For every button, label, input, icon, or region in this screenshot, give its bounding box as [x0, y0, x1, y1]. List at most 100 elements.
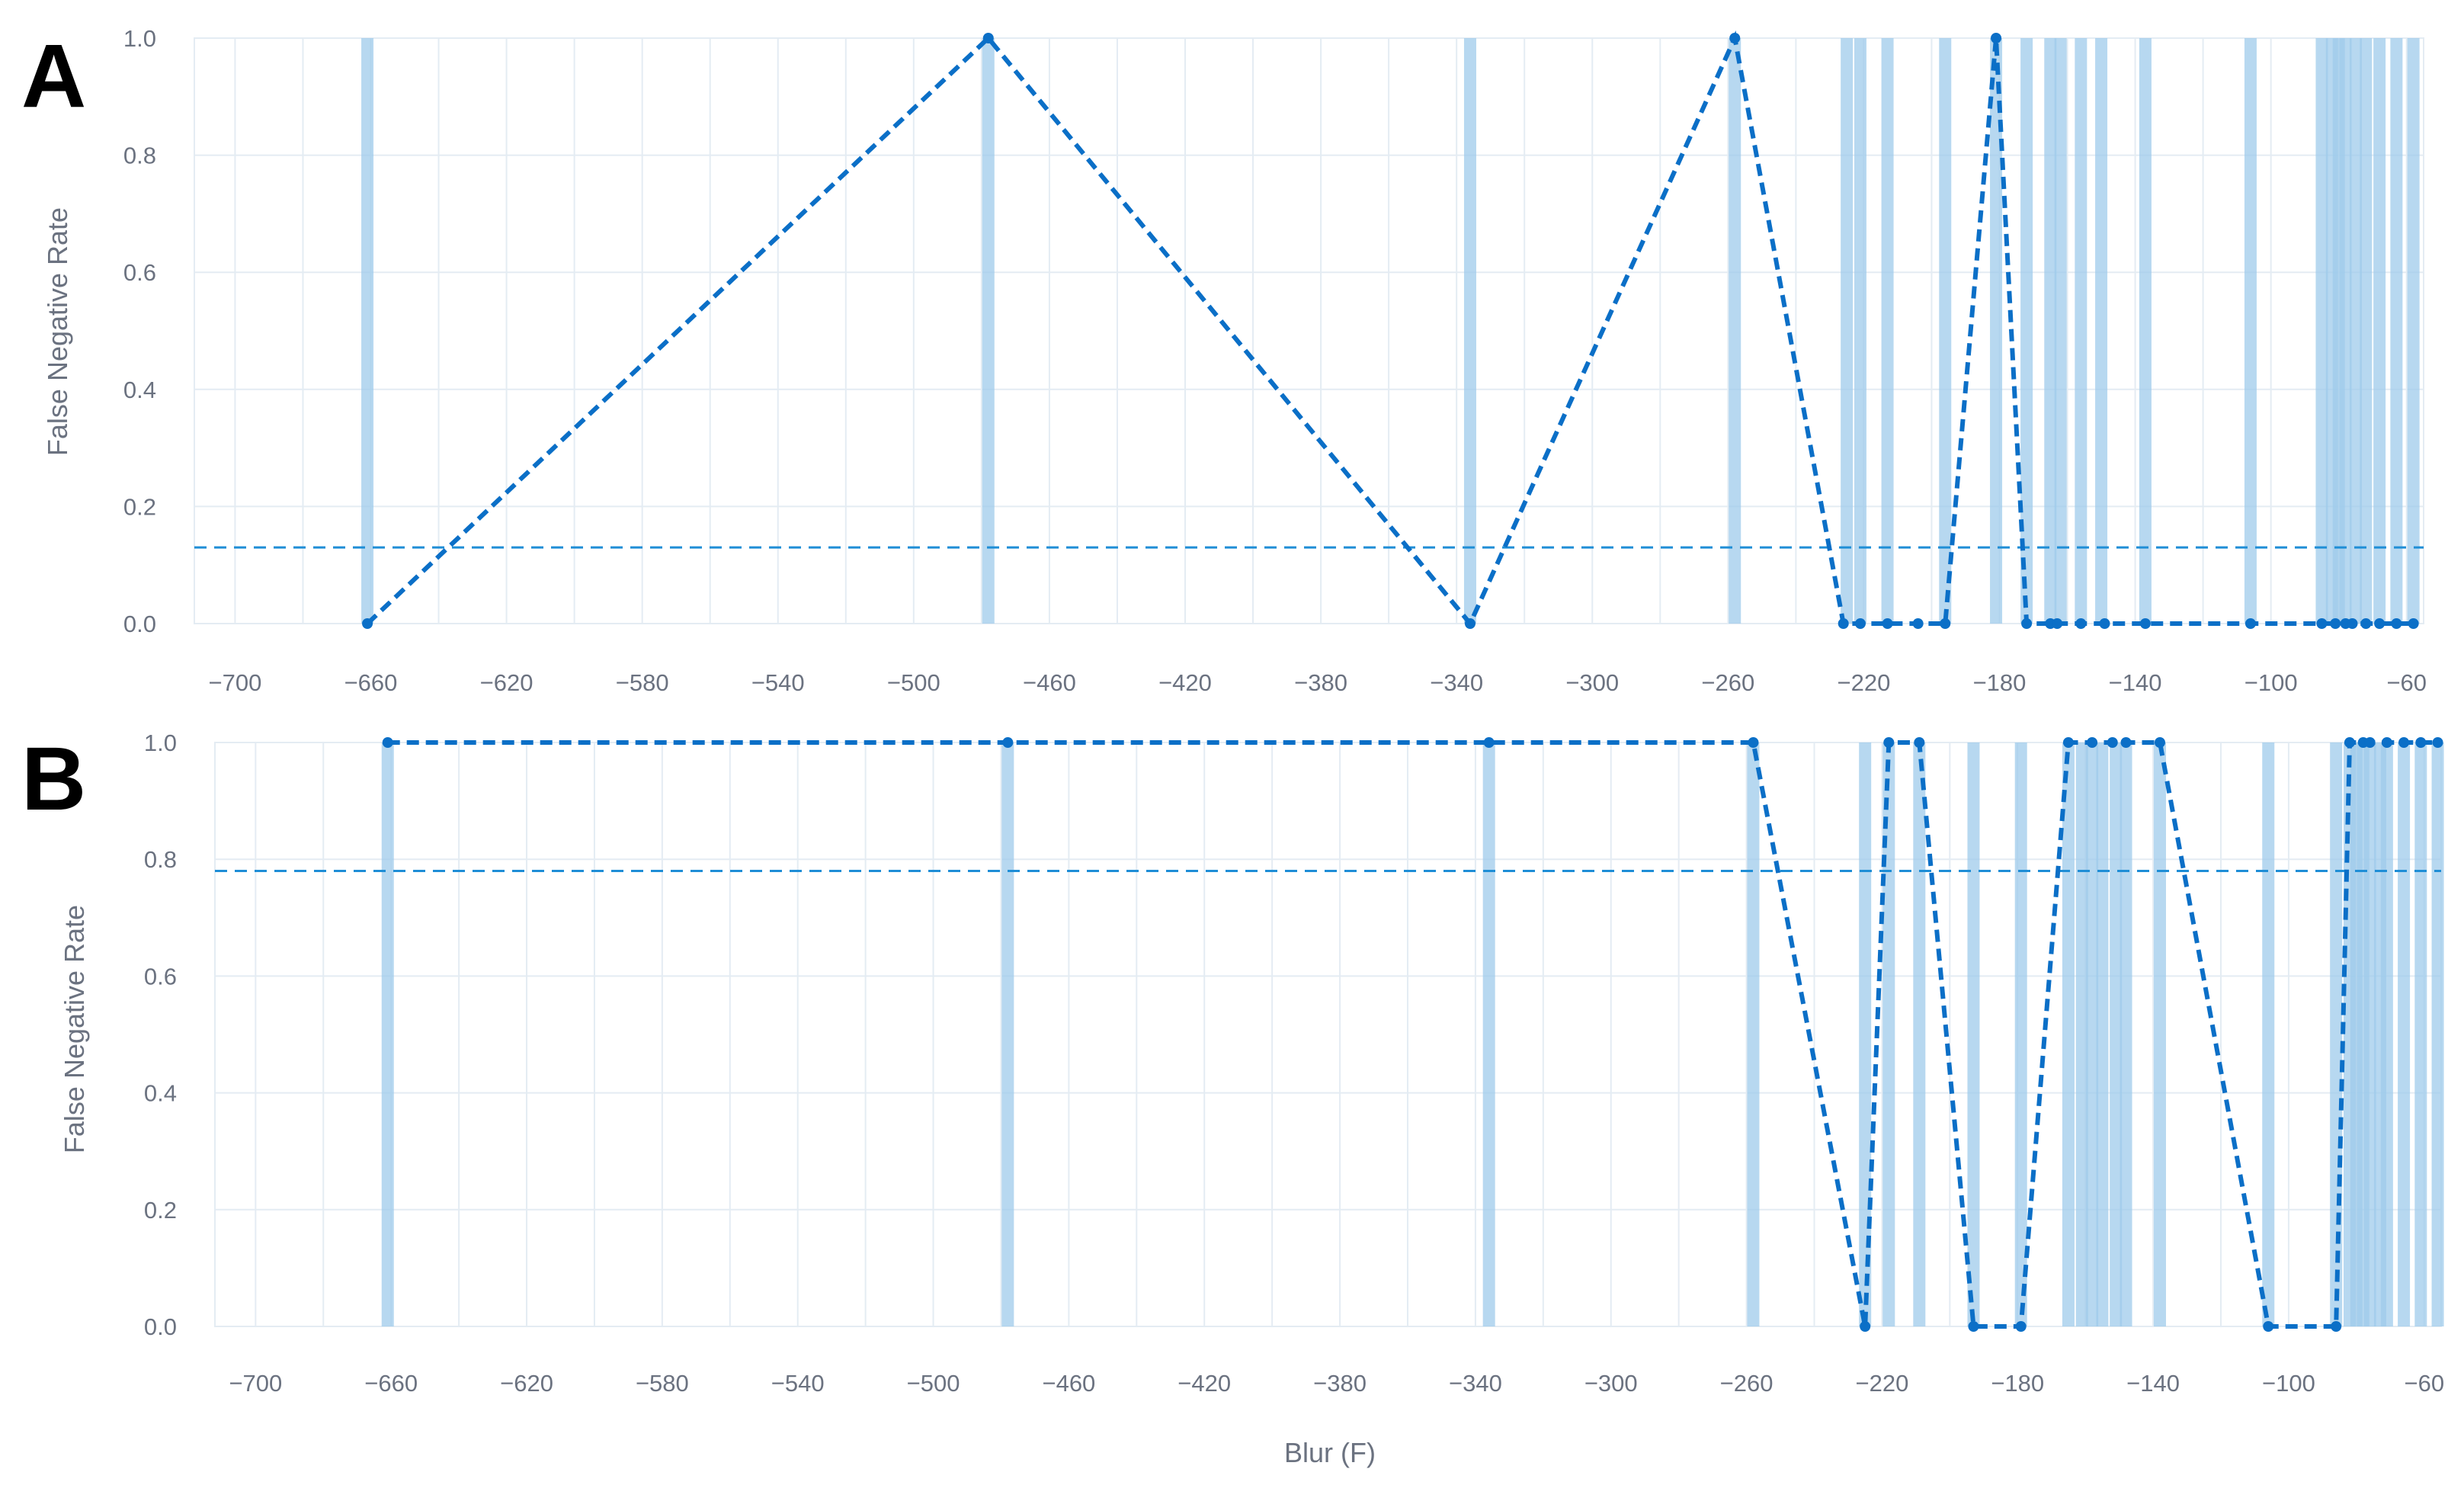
- data-point: [2107, 737, 2118, 748]
- x-tick-label: −660: [364, 1370, 418, 1397]
- x-tick-label: −260: [1720, 1370, 1774, 1397]
- data-point: [2330, 618, 2341, 629]
- data-point: [2374, 618, 2385, 629]
- panel-b-bands: [381, 742, 2444, 1326]
- highlight-band: [1939, 38, 1952, 624]
- highlight-band: [381, 742, 394, 1326]
- data-point: [2075, 618, 2087, 629]
- panel-b-y-ticks: 0.0 0.2 0.4 0.6 0.8 1.0: [144, 730, 177, 1340]
- x-tick-label: −380: [1294, 669, 1347, 696]
- highlight-band: [2373, 38, 2386, 624]
- highlight-band: [2339, 38, 2352, 624]
- highlight-band: [1967, 742, 1980, 1326]
- x-tick-label: −540: [751, 669, 805, 696]
- panel-a-y-ticks: 0.0 0.2 0.4 0.6 0.8 1.0: [123, 25, 156, 637]
- highlight-band: [2390, 38, 2403, 624]
- data-point: [2245, 618, 2256, 629]
- y-tick-label: 1.0: [144, 730, 177, 756]
- x-tick-label: −180: [1991, 1370, 2044, 1397]
- panel-a-label: A: [21, 26, 86, 127]
- x-tick-label: −420: [1158, 669, 1212, 696]
- x-tick-label: −220: [1837, 669, 1890, 696]
- highlight-band: [2349, 38, 2362, 624]
- y-tick-label: 0.6: [144, 963, 177, 989]
- x-tick-label: −580: [636, 1370, 689, 1397]
- highlight-band: [2075, 742, 2088, 1326]
- x-tick-label: −100: [2245, 669, 2298, 696]
- highlight-band: [2380, 742, 2393, 1326]
- highlight-band: [2414, 742, 2427, 1326]
- y-tick-label: 0.2: [123, 493, 156, 520]
- y-tick-label: 0.0: [123, 611, 156, 637]
- data-point: [1464, 618, 1476, 629]
- x-axis-title: Blur (F): [1284, 1437, 1376, 1468]
- panel-a-y-axis-title: False Negative Rate: [42, 207, 73, 456]
- data-point: [1483, 737, 1495, 748]
- y-tick-label: 0.0: [144, 1313, 177, 1340]
- x-tick-label: −60: [2404, 1370, 2444, 1397]
- x-tick-label: −620: [480, 669, 533, 696]
- highlight-band: [1729, 38, 1741, 624]
- highlight-band: [1747, 742, 1760, 1326]
- data-point: [2391, 618, 2402, 629]
- highlight-band: [2096, 742, 2109, 1326]
- x-tick-label: −300: [1565, 669, 1619, 696]
- highlight-band: [1882, 742, 1895, 1326]
- x-tick-label: −500: [907, 1370, 960, 1397]
- highlight-band: [2431, 742, 2444, 1326]
- x-tick-label: −700: [209, 669, 262, 696]
- data-point: [2347, 618, 2358, 629]
- highlight-band: [2020, 38, 2033, 624]
- panel-a-bands: [361, 38, 2420, 624]
- highlight-band: [1854, 38, 1866, 624]
- highlight-band: [2054, 38, 2067, 624]
- highlight-band: [2120, 742, 2132, 1326]
- highlight-band: [2110, 742, 2123, 1326]
- highlight-band: [2139, 38, 2152, 624]
- x-tick-label: −380: [1313, 1370, 1367, 1397]
- highlight-band: [2407, 38, 2420, 624]
- y-tick-label: 0.4: [123, 377, 156, 403]
- panel-b-label: B: [21, 729, 86, 829]
- highlight-band: [2398, 742, 2411, 1326]
- highlight-band: [2153, 742, 2166, 1326]
- data-point: [2099, 618, 2110, 629]
- highlight-band: [1482, 742, 1495, 1326]
- x-tick-label: −140: [2126, 1370, 2180, 1397]
- highlight-band: [2086, 742, 2099, 1326]
- highlight-band: [1001, 742, 1014, 1326]
- x-tick-label: −260: [1701, 669, 1754, 696]
- highlight-band: [2014, 742, 2027, 1326]
- panel-b-x-ticks: −700 −660 −620 −580 −540 −500 −460 −420 −380 −340…: [229, 1370, 2444, 1397]
- data-point: [1912, 618, 1924, 629]
- x-tick-label: −100: [2262, 1370, 2315, 1397]
- highlight-band: [2044, 38, 2057, 624]
- highlight-band: [1913, 742, 1926, 1326]
- data-point: [2331, 1321, 2342, 1332]
- data-point: [2154, 737, 2165, 748]
- highlight-band: [1859, 742, 1872, 1326]
- data-point: [1991, 33, 2002, 43]
- y-tick-label: 0.8: [123, 143, 156, 169]
- data-point: [2316, 618, 2328, 629]
- data-point: [2415, 737, 2427, 748]
- x-tick-label: −660: [344, 669, 398, 696]
- data-point: [2062, 737, 2074, 748]
- highlight-band: [361, 38, 374, 624]
- x-tick-label: −580: [616, 669, 669, 696]
- panel-b-chart: B False Negative Rate 0.0 0.2 0.4 0.6 0.8 1.0…: [21, 729, 2444, 1468]
- highlight-band: [2062, 742, 2075, 1326]
- x-tick-label: −460: [1042, 1370, 1095, 1397]
- y-tick-label: 0.6: [123, 259, 156, 286]
- y-tick-label: 0.2: [144, 1197, 177, 1224]
- data-point: [1940, 618, 1951, 629]
- panel-b-points: [382, 737, 2443, 1332]
- data-point: [1882, 618, 1893, 629]
- data-point: [1002, 737, 1014, 748]
- highlight-band: [2363, 742, 2376, 1326]
- highlight-band: [1841, 38, 1854, 624]
- data-point: [2408, 618, 2419, 629]
- panel-a-points: [362, 33, 2419, 629]
- data-point: [2015, 1321, 2027, 1332]
